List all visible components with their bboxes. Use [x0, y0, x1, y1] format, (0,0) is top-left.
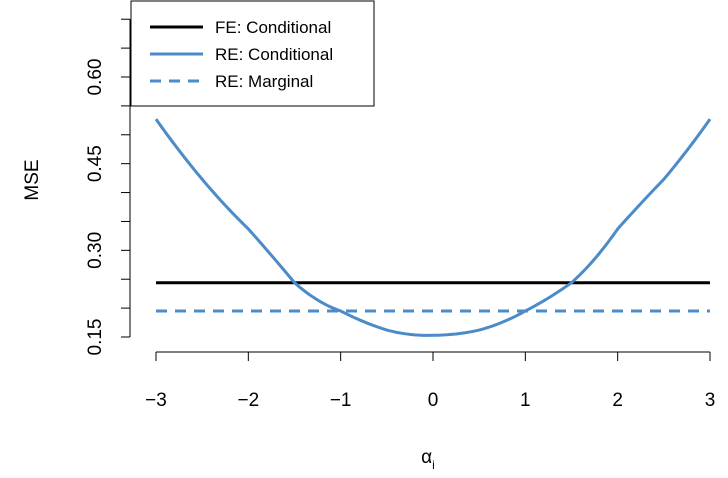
- x-tick-label: −1: [330, 390, 352, 411]
- x-axis-label-subscript: i: [432, 458, 435, 472]
- legend-label: RE: Marginal: [215, 72, 313, 91]
- x-tick-label: −3: [145, 390, 167, 411]
- y-tick-label: 0.15: [85, 319, 106, 356]
- x-axis-label-symbol: α: [421, 447, 432, 468]
- x-tick-label: 3: [705, 390, 716, 411]
- x-tick-label: 1: [520, 390, 531, 411]
- legend-label: FE: Conditional: [215, 18, 331, 37]
- x-tick-label: −2: [237, 390, 259, 411]
- x-axis: −3 −2 −1 0 1 2 3: [145, 351, 716, 411]
- x-tick-label: 2: [612, 390, 623, 411]
- series-line-2: [154, 118, 712, 337]
- y-tick-label: 0.45: [85, 145, 106, 182]
- x-tick-label: 0: [428, 390, 439, 411]
- x-axis-label: αi: [421, 447, 435, 472]
- legend-label: RE: Conditional: [215, 45, 333, 64]
- series-layer: [154, 118, 712, 337]
- y-tick-label: 0.60: [85, 59, 106, 96]
- y-axis: 0.15 0.30 0.45 0.60: [85, 18, 131, 356]
- y-axis-label: MSE: [22, 159, 43, 200]
- y-tick-label: 0.30: [85, 232, 106, 269]
- legend: FE: Conditional RE: Conditional RE: Margin…: [130, 0, 375, 107]
